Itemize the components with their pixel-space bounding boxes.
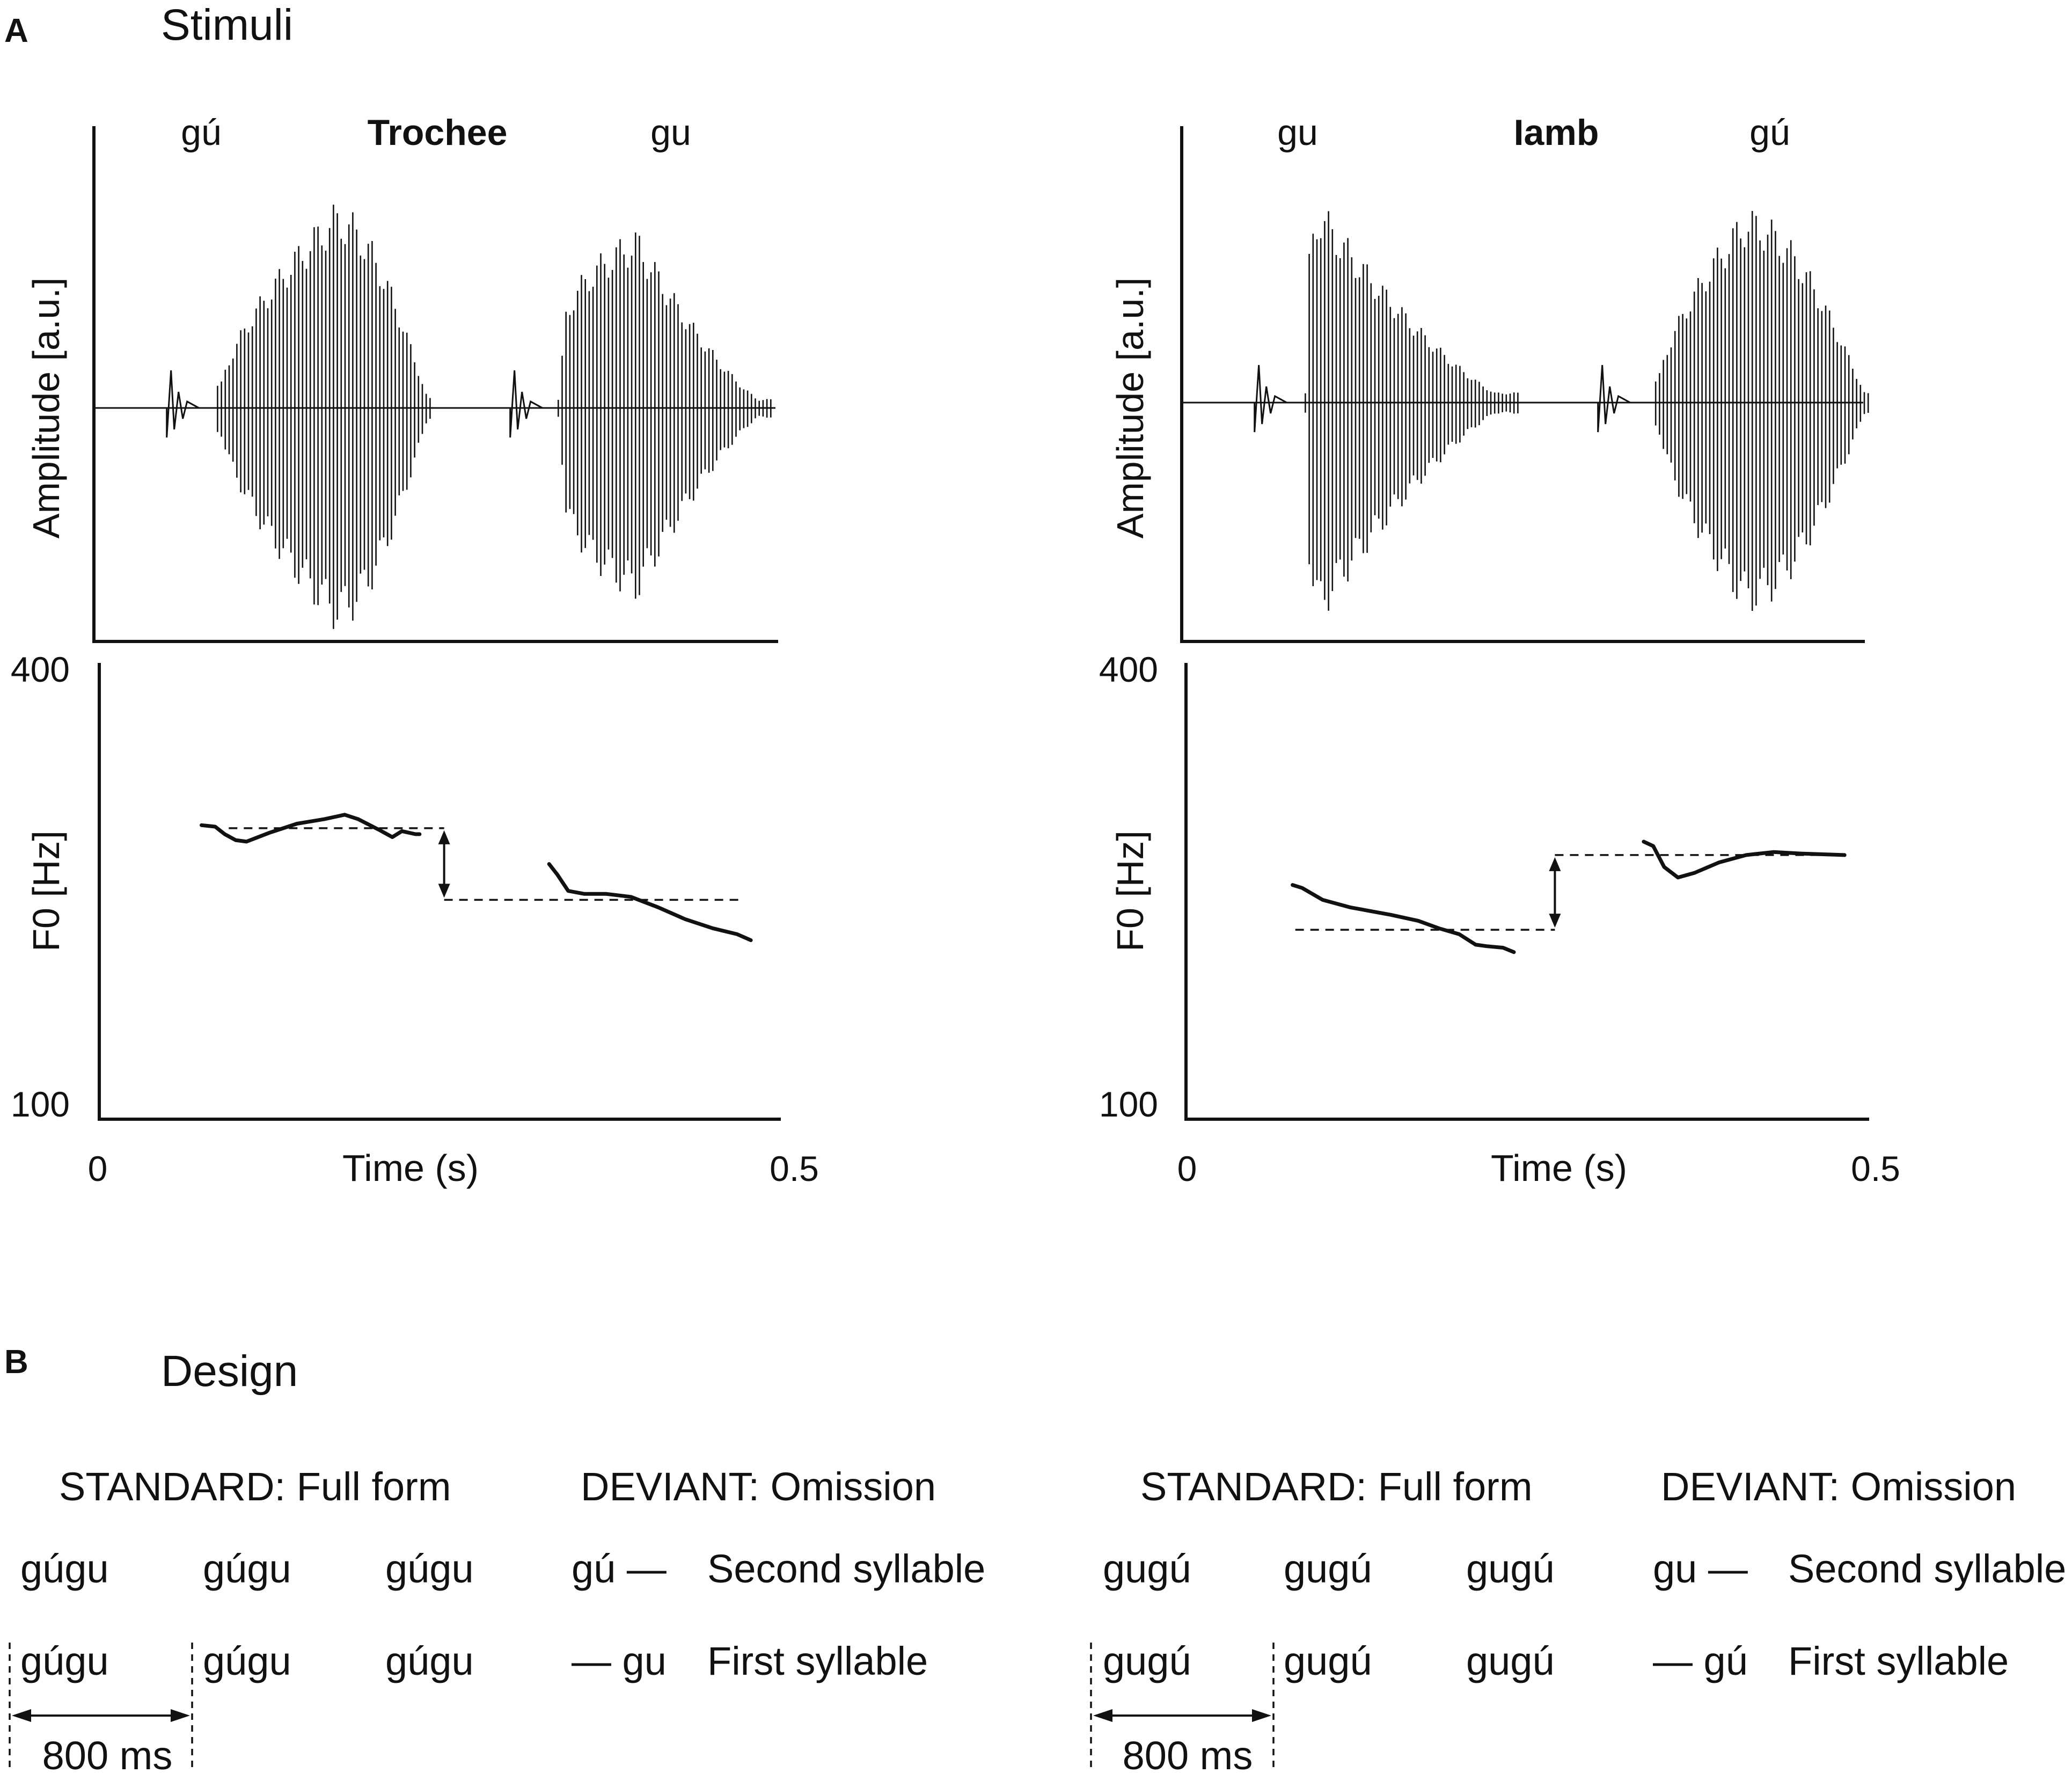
waveform-burst — [1597, 364, 1631, 433]
iamb-f0-xaxis-label: Time (s) — [1491, 1147, 1627, 1189]
f0-contour-1 — [200, 813, 422, 844]
standard-token: gúgu — [203, 1639, 291, 1683]
deviant-header: DEVIANT: Omission — [581, 1464, 936, 1509]
waveform-voicing-2 — [558, 232, 772, 599]
iamb-f0-xtick-0-5: 0.5 — [1851, 1149, 1900, 1188]
standard-token: gúgu — [20, 1546, 109, 1591]
f0-contour-2 — [547, 862, 753, 943]
trochee-f0-axes — [98, 663, 781, 1121]
f0-contour-1 — [1291, 883, 1516, 954]
standard-token: gugú — [1284, 1546, 1372, 1591]
design-block-trochee: STANDARD: Full form DEVIANT: Omission gú… — [9, 1464, 985, 1773]
standard-token: gugú — [1103, 1546, 1191, 1591]
deviant-token: — gu — [572, 1639, 667, 1683]
waveform-burst — [166, 370, 200, 438]
trochee-waveform-axes — [92, 126, 778, 643]
f0-arrowhead-down — [1549, 914, 1561, 928]
waveform-burst — [509, 370, 543, 438]
iamb-f0-xtick-0: 0 — [1177, 1149, 1197, 1188]
standard-token: gúgu — [203, 1546, 291, 1591]
trochee-f0-xtick-0-5: 0.5 — [770, 1149, 819, 1188]
deviant-token: gu — — [1653, 1546, 1748, 1591]
standard-token: gúgu — [20, 1639, 109, 1683]
trochee-syllable-2: gu — [650, 112, 691, 153]
deviant-token: gú — — [572, 1546, 667, 1591]
iamb-f0-ytick-100: 100 — [1099, 1084, 1158, 1124]
deviant-description: Second syllable — [1788, 1546, 2066, 1591]
trochee-f0-ytick-400: 400 — [11, 650, 70, 689]
interval-label: 800 ms — [1123, 1733, 1253, 1773]
iamb-waveform-chart: gu Iamb gú Amplitude [a.u.] — [1109, 112, 1869, 643]
iamb-f0-ytick-400: 400 — [1099, 650, 1158, 689]
panel-b-title: Design — [161, 1347, 298, 1396]
trochee-f0-ytick-100: 100 — [11, 1084, 70, 1124]
trochee-amplitude-axis-label: Amplitude [a.u.] — [25, 278, 67, 538]
deviant-description: First syllable — [1788, 1639, 2009, 1683]
trochee-syllable-1: gú — [181, 112, 222, 153]
trochee-f0-axis-label: F0 [Hz] — [25, 830, 67, 952]
trochee-f0-xaxis-label: Time (s) — [342, 1147, 479, 1189]
interval-arrowhead-left — [12, 1709, 31, 1722]
deviant-description: Second syllable — [707, 1546, 985, 1591]
f0-arrowhead-down — [438, 884, 450, 898]
iamb-f0-chart: 400 100 F0 [Hz] 0 0.5 Time (s) — [1099, 650, 1900, 1189]
interval-arrowhead-right — [1252, 1709, 1271, 1722]
interval-arrowhead-left — [1093, 1709, 1112, 1722]
iamb-f0-axes — [1184, 663, 1869, 1121]
deviant-token: — gú — [1653, 1639, 1748, 1683]
waveform-burst — [1254, 364, 1287, 433]
waveform-voicing-1 — [1305, 211, 1519, 611]
f0-arrowhead-up — [438, 830, 450, 844]
trochee-f0-xtick-0: 0 — [88, 1149, 108, 1188]
standard-token: gúgu — [385, 1546, 474, 1591]
standard-token: gugú — [1103, 1639, 1191, 1683]
interval-label: 800 ms — [42, 1733, 173, 1773]
standard-token: gúgu — [385, 1639, 474, 1683]
standard-header: STANDARD: Full form — [59, 1464, 451, 1509]
deviant-header: DEVIANT: Omission — [1661, 1464, 2016, 1509]
trochee-f0-chart: 400 100 F0 [Hz] 0 0.5 Time (s) — [11, 650, 819, 1189]
standard-token: gugú — [1466, 1639, 1555, 1683]
waveform-voicing-1 — [217, 205, 431, 629]
panel-a-letter: A — [4, 12, 28, 49]
iamb-f0-axis-label: F0 [Hz] — [1109, 830, 1151, 952]
panel-a-title: Stimuli — [161, 1, 293, 49]
iamb-syllable-1: gu — [1277, 112, 1318, 153]
deviant-description: First syllable — [707, 1639, 928, 1683]
standard-token: gugú — [1284, 1639, 1372, 1683]
f0-arrowhead-up — [1549, 857, 1561, 871]
trochee-title: Trochee — [368, 112, 508, 153]
panel-b-letter: B — [4, 1344, 28, 1381]
waveform-voicing-2 — [1654, 211, 1869, 611]
iamb-amplitude-axis-label: Amplitude [a.u.] — [1109, 278, 1151, 538]
iamb-syllable-2: gú — [1749, 112, 1790, 153]
interval-arrowhead-right — [171, 1709, 190, 1722]
trochee-waveform-chart: gú Trochee gu Amplitude [a.u.] — [25, 112, 778, 643]
standard-header: STANDARD: Full form — [1140, 1464, 1532, 1509]
iamb-waveform-axes — [1180, 126, 1865, 643]
iamb-title: Iamb — [1514, 112, 1599, 153]
standard-token: gugú — [1466, 1546, 1555, 1591]
design-block-iamb: STANDARD: Full form DEVIANT: Omission gu… — [1090, 1464, 2066, 1773]
f0-contour-2 — [1642, 840, 1847, 880]
